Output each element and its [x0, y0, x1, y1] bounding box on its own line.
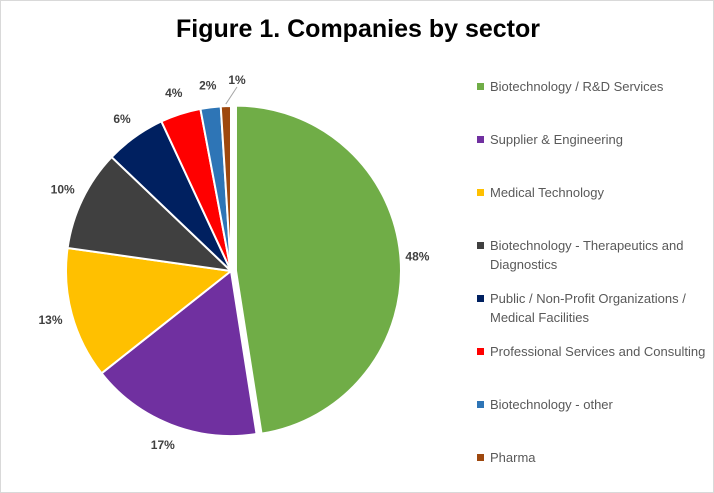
legend-item: Public / Non-Profit Organizations / Medi…	[477, 289, 712, 327]
legend-item: Medical Technology	[477, 183, 712, 202]
legend-item: Professional Services and Consulting	[477, 342, 712, 361]
data-label: 48%	[405, 249, 429, 263]
pie-slice	[219, 104, 232, 272]
data-label: 4%	[165, 86, 183, 100]
data-label: 1%	[228, 73, 246, 87]
legend-label: Professional Services and Consulting	[490, 344, 706, 359]
leader-line	[225, 86, 238, 105]
legend-swatch	[477, 83, 484, 90]
chart-title: Figure 1. Companies by sector	[176, 15, 540, 43]
legend-swatch	[477, 454, 484, 461]
legend-swatch	[477, 401, 484, 408]
pie-slice	[100, 269, 258, 437]
legend-label: Biotechnology / R&D Services	[490, 79, 664, 94]
legend-swatch	[477, 295, 484, 302]
data-label: 2%	[199, 78, 217, 92]
data-label: 6%	[113, 112, 131, 126]
legend-swatch	[477, 242, 484, 249]
legend-item: Supplier & Engineering	[477, 130, 712, 149]
legend-label: Biotechnology - other	[490, 397, 613, 412]
legend-item: Pharma	[477, 448, 712, 467]
legend-label: Medical Technology	[490, 185, 604, 200]
legend-swatch	[477, 189, 484, 196]
legend-label: Pharma	[490, 450, 536, 465]
legend-label: Biotechnology - Therapeutics and Diagnos…	[490, 238, 684, 272]
legend-label: Supplier & Engineering	[490, 132, 623, 147]
legend-label: Public / Non-Profit Organizations / Medi…	[490, 291, 686, 325]
legend-item: Biotechnology - Therapeutics and Diagnos…	[477, 236, 712, 274]
pie-slice	[66, 155, 234, 273]
data-label: 10%	[51, 182, 75, 196]
legend-item: Biotechnology / R&D Services	[477, 77, 712, 96]
data-label: 17%	[151, 438, 175, 452]
legend-item: Biotechnology - other	[477, 395, 712, 414]
data-label: 13%	[38, 313, 62, 327]
pie-slice	[65, 246, 234, 375]
legend-swatch	[477, 348, 484, 355]
pie-slice	[234, 104, 402, 435]
legend-swatch	[477, 136, 484, 143]
